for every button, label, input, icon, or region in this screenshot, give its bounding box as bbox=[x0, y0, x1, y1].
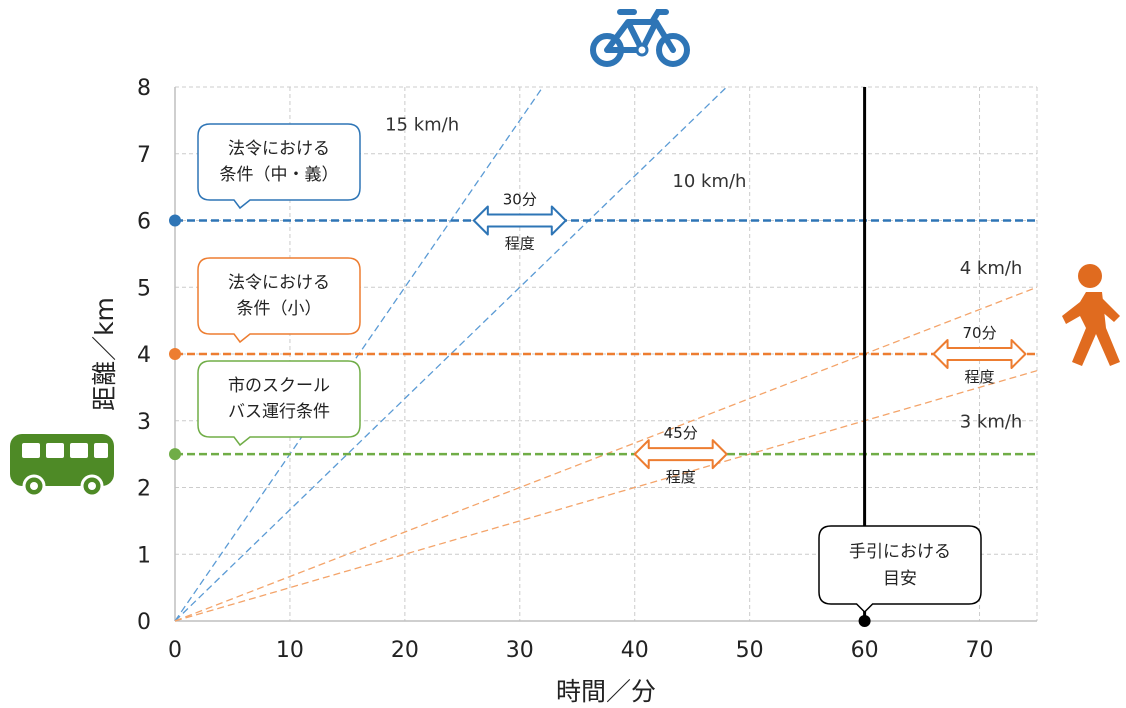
x-tick-label: 40 bbox=[621, 638, 649, 663]
x-tick-label: 10 bbox=[276, 638, 304, 663]
y-tick-label: 7 bbox=[137, 143, 151, 168]
range-arrow-shape bbox=[633, 439, 728, 470]
speed-line bbox=[174, 370, 1038, 622]
speed-label: 10 km/h bbox=[672, 171, 746, 192]
range-arrow-top-label: 30分 bbox=[503, 191, 537, 209]
speed-label: 15 km/h bbox=[385, 114, 459, 135]
y-tick-label: 8 bbox=[137, 76, 151, 101]
y-tick-label: 5 bbox=[137, 276, 151, 301]
speed-label: 4 km/h bbox=[960, 258, 1023, 279]
y-tick-label: 1 bbox=[137, 543, 151, 568]
labels: 0 1 2 3 4 5 6 7 8 0 10 20 30 40 50 60 70 時間／分 距離／km 15 km/h… bbox=[90, 76, 1022, 706]
callout-text: 法令における bbox=[228, 273, 330, 293]
walking-person-icon bbox=[1062, 264, 1120, 366]
y-axis-title: 距離／km bbox=[90, 297, 119, 411]
callout-box bbox=[197, 360, 361, 447]
y-tick-label: 0 bbox=[137, 610, 151, 635]
threshold-marker bbox=[169, 214, 181, 227]
x-tick-label: 60 bbox=[851, 638, 879, 663]
x-axis-title: 時間／分 bbox=[556, 677, 656, 706]
y-tick-label: 6 bbox=[137, 210, 151, 235]
callouts: 法令における条件（中・義）法令における条件（小）市のスクールバス運行条件手引にお… bbox=[197, 123, 982, 614]
range-arrow-top-label: 45分 bbox=[664, 424, 698, 442]
y-tick-label: 4 bbox=[137, 343, 151, 368]
y-tick-label: 3 bbox=[137, 410, 151, 435]
callout-text: 市のスクール bbox=[228, 376, 330, 396]
bicycle-icon bbox=[590, 9, 690, 67]
x-tick-label: 30 bbox=[506, 638, 534, 663]
callout-text: 条件（小） bbox=[237, 299, 322, 319]
callout-box bbox=[197, 123, 361, 210]
y-tick-label: 2 bbox=[137, 477, 151, 502]
range-arrow-bottom-label: 程度 bbox=[666, 468, 696, 486]
speed-line bbox=[174, 286, 1038, 622]
speed-label: 3 km/h bbox=[960, 411, 1023, 432]
range-arrow-top-label: 70分 bbox=[962, 324, 996, 342]
range-arrow-bottom-label: 程度 bbox=[965, 368, 995, 386]
range-arrow-shape bbox=[472, 205, 567, 236]
speed-line bbox=[174, 86, 728, 622]
x-tick-label: 70 bbox=[966, 638, 994, 663]
callout-box bbox=[197, 257, 361, 344]
callout-box bbox=[818, 525, 982, 614]
threshold-marker bbox=[169, 448, 181, 461]
vertical-guide-marker bbox=[858, 615, 871, 627]
callout-text: 目安 bbox=[883, 569, 917, 589]
callout-text: 手引における bbox=[849, 542, 951, 562]
x-tick-label: 20 bbox=[391, 638, 419, 663]
callout-text: 条件（中・義） bbox=[220, 165, 339, 185]
x-tick-label: 0 bbox=[168, 638, 182, 663]
threshold-marker bbox=[169, 348, 181, 360]
range-arrow-bottom-label: 程度 bbox=[505, 235, 535, 253]
range-arrow-shape bbox=[932, 339, 1027, 369]
x-tick-label: 50 bbox=[736, 638, 764, 663]
callout-text: バス運行条件 bbox=[228, 402, 330, 422]
bus-icon bbox=[10, 434, 114, 498]
callout-text: 法令における bbox=[228, 139, 330, 159]
